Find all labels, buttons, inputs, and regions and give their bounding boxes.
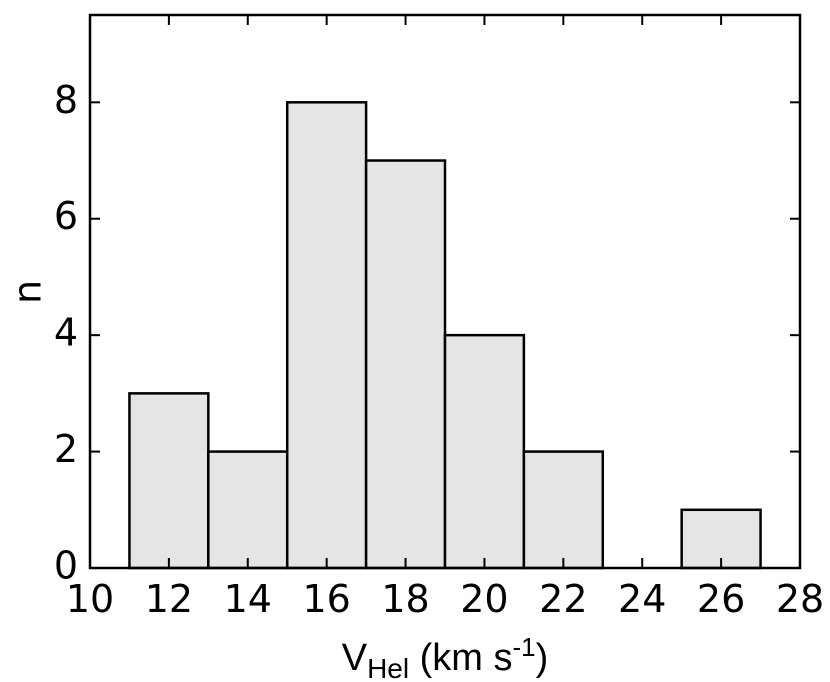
x-tick-label: 12 [145, 577, 193, 621]
x-tick-label: 16 [302, 577, 350, 621]
x-tick-label: 28 [776, 577, 824, 621]
x-tick-label: 10 [66, 577, 114, 621]
bar [443, 333, 526, 570]
x-tick-label: 20 [460, 577, 508, 621]
x-tick-label: 22 [539, 577, 587, 621]
x-label-main: V [342, 637, 368, 679]
x-tick-label: 24 [618, 577, 666, 621]
y-tick-label: 6 [54, 194, 78, 238]
x-label-sub: Hel [367, 653, 409, 682]
bar [522, 450, 605, 570]
y-tick-label: 0 [54, 544, 78, 588]
y-tick-label: 4 [54, 311, 78, 355]
x-label-close: ) [536, 637, 549, 679]
plot-frame [88, 13, 802, 570]
bar [128, 392, 210, 570]
bar [285, 101, 368, 570]
bar [207, 450, 289, 570]
x-tick-label: 18 [381, 577, 429, 621]
y-tick-label: 8 [54, 78, 78, 122]
y-tick-label: 2 [54, 427, 78, 471]
x-tick-label: 26 [697, 577, 745, 621]
bar [364, 159, 447, 570]
x-label-unit: (km s [409, 637, 512, 679]
x-tick-label: 14 [224, 577, 272, 621]
x-label-sup: -1 [513, 632, 536, 662]
y-axis-label: n [6, 280, 50, 304]
x-axis-label: VHel (km s-1) [342, 632, 549, 682]
